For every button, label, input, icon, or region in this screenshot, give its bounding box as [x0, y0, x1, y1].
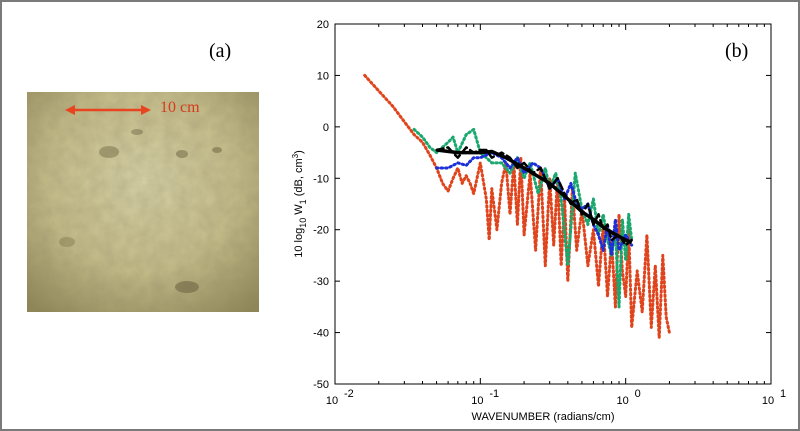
x-axis-label: WAVENUMBER (radians/cm) [471, 411, 614, 423]
x-tick-label: 10 [762, 395, 774, 407]
y-axis-label-post: (dB, cm [293, 158, 305, 199]
plot-area [334, 23, 772, 385]
y-axis-label-pre: 10 log [293, 228, 305, 258]
x-tick-exponent: -2 [344, 388, 354, 400]
y-tick-label: 0 [323, 122, 329, 134]
panel-label-b: (b) [725, 40, 749, 62]
seafloor-photo [27, 92, 259, 312]
y-axis-label-close: ) [293, 150, 305, 154]
y-tick-label: -10 [313, 173, 329, 185]
x-tick-exponent: 0 [635, 388, 641, 400]
x-tick-exponent: 1 [780, 388, 786, 400]
y-tick-label: -40 [313, 328, 329, 340]
y-axis-label-sub10: 10 [298, 218, 308, 228]
panel-label-a: (a) [209, 40, 232, 62]
y-axis-label: 10 log10 W1 (dB, cm3) [291, 150, 308, 258]
x-tick-label: 10 [326, 395, 338, 407]
y-tick-label: -50 [313, 379, 329, 391]
y-tick-label: -20 [313, 225, 329, 237]
scale-bar-arrow [65, 105, 151, 115]
y-axis-label-w: W [293, 204, 305, 218]
x-tick-label: 10 [617, 395, 629, 407]
y-tick-label: 20 [317, 19, 329, 31]
y-axis-label-sup: 3 [291, 153, 300, 158]
y-tick-label: 10 [317, 70, 329, 82]
x-tick-exponent: -1 [489, 388, 499, 400]
series-line-4 [436, 148, 633, 245]
y-axis-label-sub1: 1 [298, 199, 308, 204]
scale-bar-label: 10 cm [160, 99, 200, 116]
x-tick-label: 10 [471, 395, 483, 407]
y-tick-label: -30 [313, 276, 329, 288]
